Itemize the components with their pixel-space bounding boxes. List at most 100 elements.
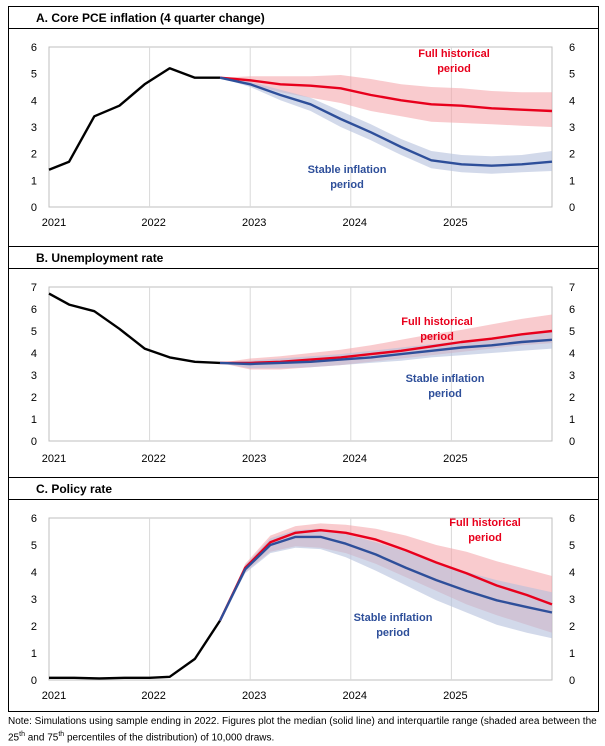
y-tick-label-right: 5 [569,69,575,81]
y-tick-label-right: 4 [569,567,575,579]
panel-c: C. Policy rate 0 0 1 1 2 2 3 3 4 4 5 5 6 6 2021 2022 202… [8,477,599,712]
y-tick-label-left: 0 [31,436,37,448]
full-historical-label: Full historical period [401,316,473,343]
y-tick-label-left: 1 [31,175,37,187]
x-tick-label: 2025 [443,690,467,702]
note-suffix: percentiles of the distribution) of 10,0… [64,732,275,744]
y-tick-label-left: 0 [31,202,37,214]
y-tick-label-right: 1 [569,175,575,187]
y-tick-label-left: 4 [31,95,37,107]
x-tick-label: 2022 [141,453,165,465]
y-tick-label-left: 4 [31,567,37,579]
y-tick-label-right: 6 [569,42,575,54]
y-tick-label-left: 0 [31,675,37,687]
y-tick-label-right: 3 [569,594,575,606]
x-tick-label: 2023 [242,217,266,229]
note-prefix: Note: Simulations using sample ending in… [8,716,597,744]
full-historical-label: Full historical period [449,517,521,544]
x-tick-label: 2025 [443,217,467,229]
series-label-line: Stable inflation [354,612,433,624]
history-line [49,619,222,680]
plot-area [48,46,553,208]
stable-inflation-band [220,528,552,639]
series-label-line: period [420,331,454,343]
y-tick-label-right: 6 [569,513,575,525]
stable-inflation-median-line [219,338,553,366]
x-tick-label: 2024 [343,690,367,702]
stable-inflation-median-line [218,535,553,622]
y-tick-label-right: 5 [569,540,575,552]
y-tick-label-left: 3 [31,594,37,606]
series-label-line: period [330,179,364,191]
x-tick-label: 2022 [141,217,165,229]
y-tick-label-right: 1 [569,648,575,660]
panel-a-chart: 0 0 1 1 2 2 3 3 4 4 5 5 6 6 2021 2022 2023 2024 2025 Full h… [31,42,575,229]
x-tick-label: 2021 [42,453,66,465]
y-tick-label-left: 6 [31,304,37,316]
full-historical-median-line [219,76,553,113]
full-historical-band [220,75,552,127]
stable-inflation-median-line [219,76,553,167]
y-tick-label-left: 3 [31,122,37,134]
note-sup-2: th [58,731,65,738]
history-line [48,292,221,365]
y-tick-label-left: 2 [31,149,37,161]
x-tick-label: 2021 [42,217,66,229]
y-tick-label-right: 7 [569,282,575,294]
panel-a: A. Core PCE inflation (4 quarter change)… [8,6,599,247]
y-tick-label-left: 5 [31,326,37,338]
note-mid: and 75 [24,732,59,744]
series-label-line: Stable inflation [308,164,387,176]
x-tick-label: 2021 [42,690,66,702]
series-label-line: Full historical [449,517,521,529]
series-label-line: period [428,388,462,400]
full-historical-median-line [218,529,553,622]
y-tick-label-right: 5 [569,326,575,338]
series-label-line: Full historical [401,316,473,328]
y-tick-label-right: 1 [569,414,575,426]
series-label-line: period [437,63,471,75]
y-tick-label-right: 2 [569,149,575,161]
y-tick-label-left: 4 [31,348,37,360]
footnote: Note: Simulations using sample ending in… [8,715,599,744]
panel-b-title: B. Unemployment rate [9,247,598,269]
y-tick-label-right: 6 [569,304,575,316]
y-tick-label-left: 7 [31,282,37,294]
series-label-line: period [468,532,502,544]
stable-inflation-label: Stable inflation period [406,373,485,400]
y-tick-label-right: 3 [569,122,575,134]
stable-inflation-label: Stable inflation period [308,164,387,191]
y-tick-label-left: 2 [31,392,37,404]
y-tick-label-left: 2 [31,621,37,633]
stable-inflation-label: Stable inflation period [354,612,433,639]
y-tick-label-left: 3 [31,370,37,382]
x-tick-label: 2024 [343,453,367,465]
y-tick-label-left: 6 [31,513,37,525]
panel-c-chart: 0 0 1 1 2 2 3 3 4 4 5 5 6 6 2021 2022 2023 2024 2025 Full h… [31,513,575,702]
note-sup-1: th [19,731,25,738]
y-tick-label-right: 0 [569,436,575,448]
panel-b: B. Unemployment rate 0 0 1 1 2 2 3 3 4 4 5 5 6 6 7 7 202… [8,246,599,478]
y-tick-label-right: 3 [569,370,575,382]
y-tick-label-left: 5 [31,69,37,81]
x-tick-label: 2025 [443,453,467,465]
series-label-line: period [376,627,410,639]
x-tick-label: 2023 [242,690,266,702]
y-tick-label-right: 2 [569,621,575,633]
history-line [48,67,220,171]
full-historical-label: Full historical period [418,48,490,75]
full-historical-band [220,314,552,370]
x-tick-label: 2022 [141,690,165,702]
y-tick-label-left: 6 [31,42,37,54]
series-label-line: Stable inflation [406,373,485,385]
plot-area [48,286,553,442]
panel-c-title: C. Policy rate [9,478,598,500]
y-tick-label-right: 4 [569,95,575,107]
series-label-line: Full historical [418,48,490,60]
y-tick-label-left: 1 [31,414,37,426]
panel-b-chart: 0 0 1 1 2 2 3 3 4 4 5 5 6 6 7 7 2021 2022 2023 2024 2025 Full… [31,282,575,465]
panel-a-title: A. Core PCE inflation (4 quarter change) [9,7,598,29]
y-tick-label-right: 2 [569,392,575,404]
y-tick-label-right: 4 [569,348,575,360]
y-tick-label-right: 0 [569,202,575,214]
